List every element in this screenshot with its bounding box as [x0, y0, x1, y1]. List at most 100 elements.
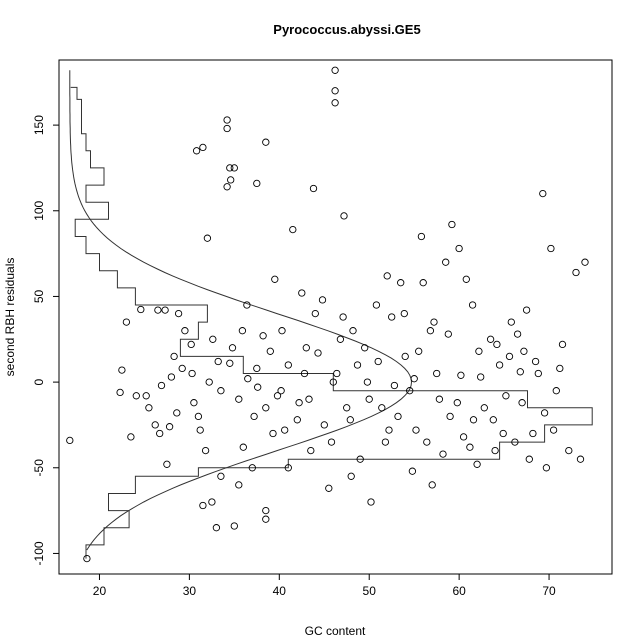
data-point [295, 399, 303, 407]
data-point [201, 446, 210, 455]
data-point [516, 368, 524, 376]
y-tick-label: 0 [32, 378, 46, 385]
data-point [284, 464, 292, 472]
data-point [235, 481, 243, 489]
data-point [495, 361, 504, 369]
data-point [212, 524, 221, 532]
data-point [254, 383, 262, 391]
data-point [439, 450, 447, 458]
data-point [208, 498, 216, 506]
data-point [549, 426, 558, 434]
data-point [239, 443, 247, 451]
data-point [217, 472, 225, 480]
data-point [174, 309, 183, 318]
data-point [327, 438, 336, 446]
x-tick-label: 40 [273, 584, 287, 598]
data-point [565, 446, 573, 455]
data-point [331, 66, 339, 74]
data-point [531, 357, 540, 366]
data-point [132, 392, 140, 400]
data-point [374, 357, 382, 366]
data-point [388, 313, 396, 321]
data-point [462, 275, 470, 283]
data-points [66, 66, 589, 563]
data-point [188, 369, 196, 378]
data-point [410, 375, 418, 383]
data-point [199, 143, 207, 152]
data-point [581, 258, 589, 266]
data-point [361, 344, 369, 352]
data-point [253, 364, 261, 373]
data-point [278, 327, 286, 335]
data-point [226, 164, 234, 172]
data-point [314, 349, 322, 357]
data-point [453, 399, 461, 407]
data-point [333, 369, 341, 378]
data-point [318, 296, 327, 304]
data-point [262, 404, 270, 412]
data-point [217, 387, 225, 395]
density-curve [69, 70, 413, 551]
data-point [499, 429, 507, 438]
data-point [116, 388, 124, 397]
data-point [122, 318, 131, 326]
data-point [178, 364, 186, 373]
data-point [226, 359, 234, 367]
data-point [552, 387, 560, 395]
data-point [161, 306, 169, 314]
data-point [415, 347, 423, 355]
data-point [480, 404, 488, 412]
data-point [383, 272, 391, 280]
data-point [66, 436, 74, 445]
data-point [381, 438, 390, 446]
data-point [430, 318, 438, 326]
data-point [477, 373, 485, 381]
data-point [165, 423, 174, 431]
data-point [284, 361, 292, 369]
data-point [397, 279, 405, 287]
data-point [307, 446, 315, 455]
data-point [448, 220, 456, 229]
data-point [83, 554, 91, 563]
data-point [273, 392, 282, 400]
data-point [423, 438, 431, 446]
data-point [493, 340, 501, 349]
data-point [486, 335, 495, 343]
data-point [137, 305, 145, 314]
data-point [118, 366, 126, 374]
data-point [534, 369, 542, 378]
data-point [349, 327, 357, 335]
y-tick-label: 100 [32, 200, 46, 220]
data-point [491, 446, 499, 455]
x-tick-label: 70 [542, 584, 556, 598]
data-point [336, 335, 345, 343]
data-point [230, 164, 238, 172]
data-point [253, 179, 261, 188]
data-point [151, 421, 159, 429]
data-point [473, 460, 481, 468]
y-axis-label: second RBH residuals [3, 258, 17, 377]
data-point [520, 347, 528, 355]
data-point [446, 412, 454, 421]
x-axis: 20 30 40 50 60 70 [93, 573, 556, 598]
data-point [194, 412, 203, 421]
x-tick-label: 30 [183, 584, 197, 598]
data-point [302, 344, 310, 352]
data-point [154, 306, 162, 314]
data-point [192, 147, 201, 155]
x-tick-label: 50 [363, 584, 377, 598]
data-point [329, 378, 337, 386]
data-point [459, 433, 468, 441]
data-point [199, 501, 207, 510]
data-point [419, 279, 427, 287]
data-point [417, 232, 426, 241]
data-point [248, 464, 256, 472]
data-point [127, 433, 135, 441]
data-point [468, 301, 477, 309]
data-point [250, 412, 258, 421]
data-point [406, 387, 414, 395]
data-point [363, 378, 372, 386]
data-point [428, 481, 436, 489]
y-axis: -100 -50 0 50 100 150 [32, 115, 59, 565]
